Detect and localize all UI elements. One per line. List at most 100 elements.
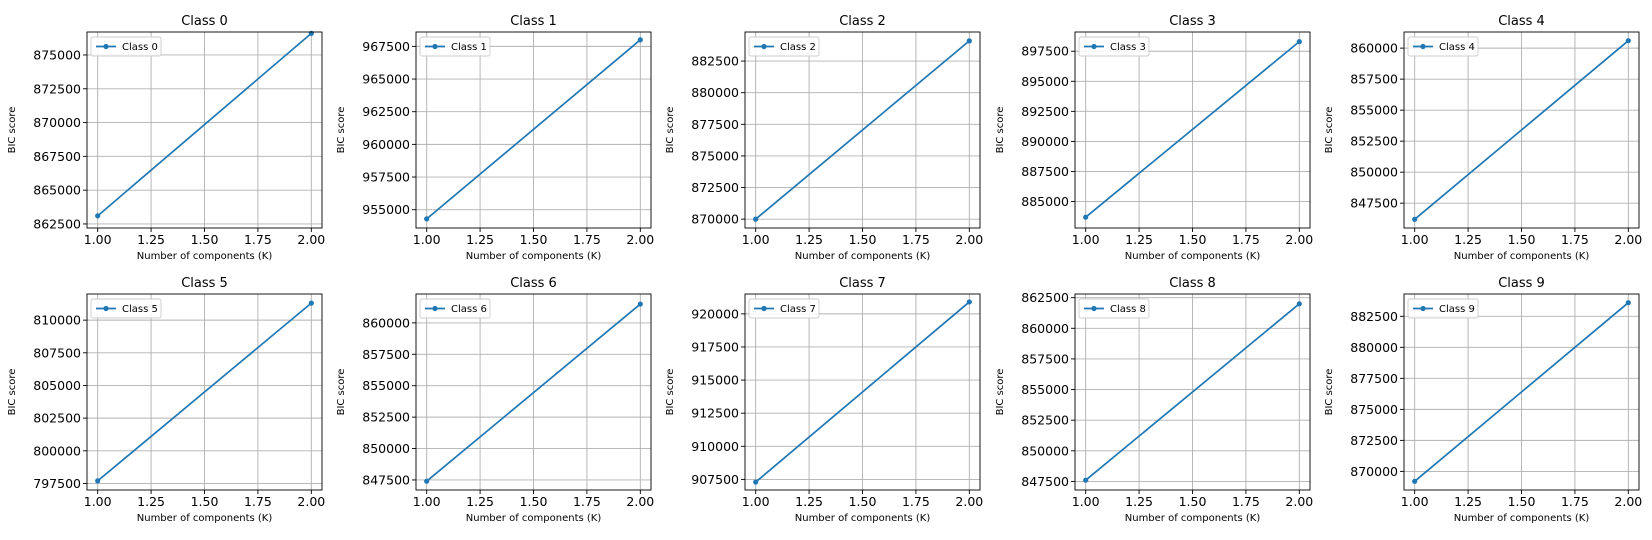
legend: Class 7 — [748, 298, 820, 319]
series-line — [97, 32, 312, 217]
legend: Class 0 — [90, 36, 162, 57]
chart-title: Class 9 — [1498, 276, 1545, 291]
subplot-6: 1.00 1.25 1.50 1.75 2.00 847500 850000 852500 85… — [336, 276, 654, 524]
subplot-0: 1.00 1.25 1.50 1.75 2.00 862500 865000 867500 87… — [7, 14, 325, 262]
y-axis-label: BIC score — [7, 369, 18, 416]
x-tick-label: 1.75 — [244, 494, 272, 509]
subplot-1: 1.00 1.25 1.50 1.75 2.00 955000 957500 960000 96… — [336, 14, 654, 262]
data-point — [95, 213, 101, 219]
y-tick-label: 850000 — [1021, 443, 1069, 458]
x-tick-label: 1.00 — [1072, 494, 1100, 509]
x-tick-label: 1.50 — [520, 494, 548, 509]
data-point — [1296, 301, 1302, 307]
subplot-3: 1.00 1.25 1.50 1.75 2.00 885000 887500 890000 89… — [995, 14, 1313, 262]
x-tick-label: 1.50 — [1508, 494, 1536, 509]
y-axis-label: BIC score — [1324, 369, 1335, 416]
y-axis-label: BIC score — [665, 107, 676, 154]
data-point — [308, 300, 314, 306]
legend-label: Class 0 — [122, 42, 158, 53]
x-tick-label: 1.50 — [191, 232, 219, 247]
chart-title: Class 4 — [1498, 14, 1545, 29]
data-point — [1296, 39, 1302, 45]
data-point — [424, 216, 430, 222]
y-tick-label: 895000 — [1021, 74, 1069, 89]
legend-marker — [761, 305, 767, 312]
x-tick-label: 1.00 — [413, 232, 441, 247]
y-tick-label: 855000 — [1021, 382, 1069, 397]
data-point — [308, 30, 314, 36]
legend-label: Class 4 — [1439, 42, 1475, 53]
legend-box — [419, 36, 491, 57]
legend-marker — [103, 305, 109, 312]
x-tick-label: 1.00 — [1401, 232, 1429, 247]
x-tick-label: 1.75 — [902, 232, 930, 247]
y-tick-label: 857500 — [1350, 72, 1398, 87]
legend-label: Class 7 — [780, 304, 816, 315]
subplot-8: 1.00 1.25 1.50 1.75 2.00 847500 850000 852500 85… — [995, 276, 1313, 524]
x-tick-label: 1.25 — [466, 232, 494, 247]
series-line — [1085, 40, 1300, 218]
data-point — [1083, 214, 1089, 220]
legend-marker — [1420, 305, 1426, 312]
y-tick-label: 917500 — [691, 339, 739, 354]
y-tick-label: 852500 — [1350, 134, 1398, 149]
legend-label: Class 8 — [1110, 304, 1146, 315]
x-tick-label: 1.00 — [84, 494, 112, 509]
x-tick-label: 1.25 — [795, 232, 823, 247]
subplot-4: 1.00 1.25 1.50 1.75 2.00 847500 850000 852500 85… — [1324, 14, 1642, 262]
y-tick-label: 855000 — [362, 378, 410, 393]
legend: Class 2 — [748, 36, 820, 57]
x-tick-label: 1.75 — [573, 232, 601, 247]
y-tick-label: 882500 — [1350, 309, 1398, 324]
data-point — [966, 299, 972, 305]
y-tick-label: 875000 — [691, 148, 739, 163]
y-tick-label: 877500 — [691, 117, 739, 132]
series-line — [1414, 302, 1629, 482]
y-axis-label: BIC score — [336, 369, 347, 416]
x-axis-label: Number of components (K) — [466, 251, 602, 262]
subplot-5: 1.00 1.25 1.50 1.75 2.00 797500 800000 802500 80… — [7, 276, 325, 524]
subplot-7: 1.00 1.25 1.50 1.75 2.00 907500 910000 912500 91… — [665, 276, 983, 524]
chart-title: Class 8 — [1169, 276, 1216, 291]
legend-marker — [761, 43, 767, 50]
y-tick-label: 860000 — [362, 315, 410, 330]
y-tick-label: 800000 — [33, 443, 81, 458]
x-axis-label: Number of components (K) — [1125, 251, 1261, 262]
legend: Class 8 — [1078, 298, 1150, 319]
x-axis-label: Number of components (K) — [1125, 513, 1261, 524]
y-tick-label: 802500 — [33, 411, 81, 426]
x-tick-label: 1.25 — [1125, 494, 1153, 509]
subplot-2: 1.00 1.25 1.50 1.75 2.00 870000 872500 875000 87… — [665, 14, 983, 262]
y-tick-label: 882500 — [691, 54, 739, 69]
x-tick-label: 2.00 — [955, 232, 983, 247]
y-tick-label: 967500 — [362, 39, 410, 54]
x-tick-label: 1.25 — [466, 494, 494, 509]
legend-box — [1078, 298, 1150, 319]
x-axis-label: Number of components (K) — [1454, 251, 1590, 262]
y-tick-label: 960000 — [362, 137, 410, 152]
x-tick-label: 1.25 — [795, 494, 823, 509]
y-tick-label: 907500 — [691, 472, 739, 487]
legend: Class 4 — [1407, 36, 1479, 57]
x-tick-label: 2.00 — [1614, 232, 1642, 247]
x-tick-label: 1.25 — [137, 494, 165, 509]
data-point — [753, 479, 759, 485]
chart-title: Class 2 — [839, 14, 886, 29]
legend: Class 6 — [419, 298, 491, 319]
series-line — [426, 39, 641, 220]
y-tick-label: 797500 — [33, 476, 81, 491]
legend: Class 9 — [1407, 298, 1479, 319]
legend-marker — [1091, 43, 1097, 50]
y-axis-label: BIC score — [1324, 107, 1335, 154]
y-tick-label: 872500 — [1350, 433, 1398, 448]
x-tick-label: 2.00 — [1285, 232, 1313, 247]
y-tick-label: 852500 — [1021, 413, 1069, 428]
data-point — [95, 478, 101, 484]
x-tick-label: 1.00 — [84, 232, 112, 247]
legend-label: Class 6 — [451, 304, 487, 315]
x-tick-label: 1.75 — [573, 494, 601, 509]
y-tick-label: 855000 — [1350, 103, 1398, 118]
x-tick-label: 1.25 — [1454, 232, 1482, 247]
chart-title: Class 5 — [181, 276, 228, 291]
